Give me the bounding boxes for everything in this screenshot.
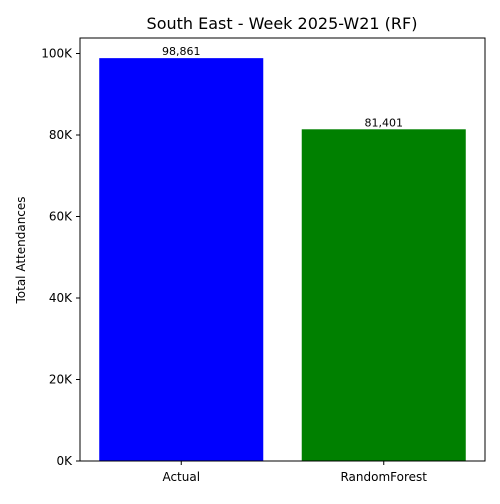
y-tick-label: 20K [49, 373, 73, 387]
plot-area: 98,861 Actual 81,401 RandomForest 0K 20K 40K 60… [41, 45, 466, 484]
y-tick-label: 80K [49, 128, 73, 142]
bar-actual [99, 58, 264, 461]
bar-value-label: 98,861 [162, 45, 201, 58]
chart-title: South East - Week 2025-W21 (RF) [147, 14, 418, 33]
y-tick-label: 60K [49, 210, 73, 224]
bar-value-label: 81,401 [365, 116, 404, 129]
x-tick-label: Actual [162, 470, 200, 484]
x-tick-label: RandomForest [340, 470, 427, 484]
y-axis-label: Total Attendances [14, 196, 28, 304]
y-tick-label: 40K [49, 291, 73, 305]
plot-frame [79, 37, 486, 462]
y-tick-label: 100K [41, 47, 73, 61]
bar-randomforest [301, 129, 466, 462]
y-tick-label: 0K [56, 454, 73, 468]
